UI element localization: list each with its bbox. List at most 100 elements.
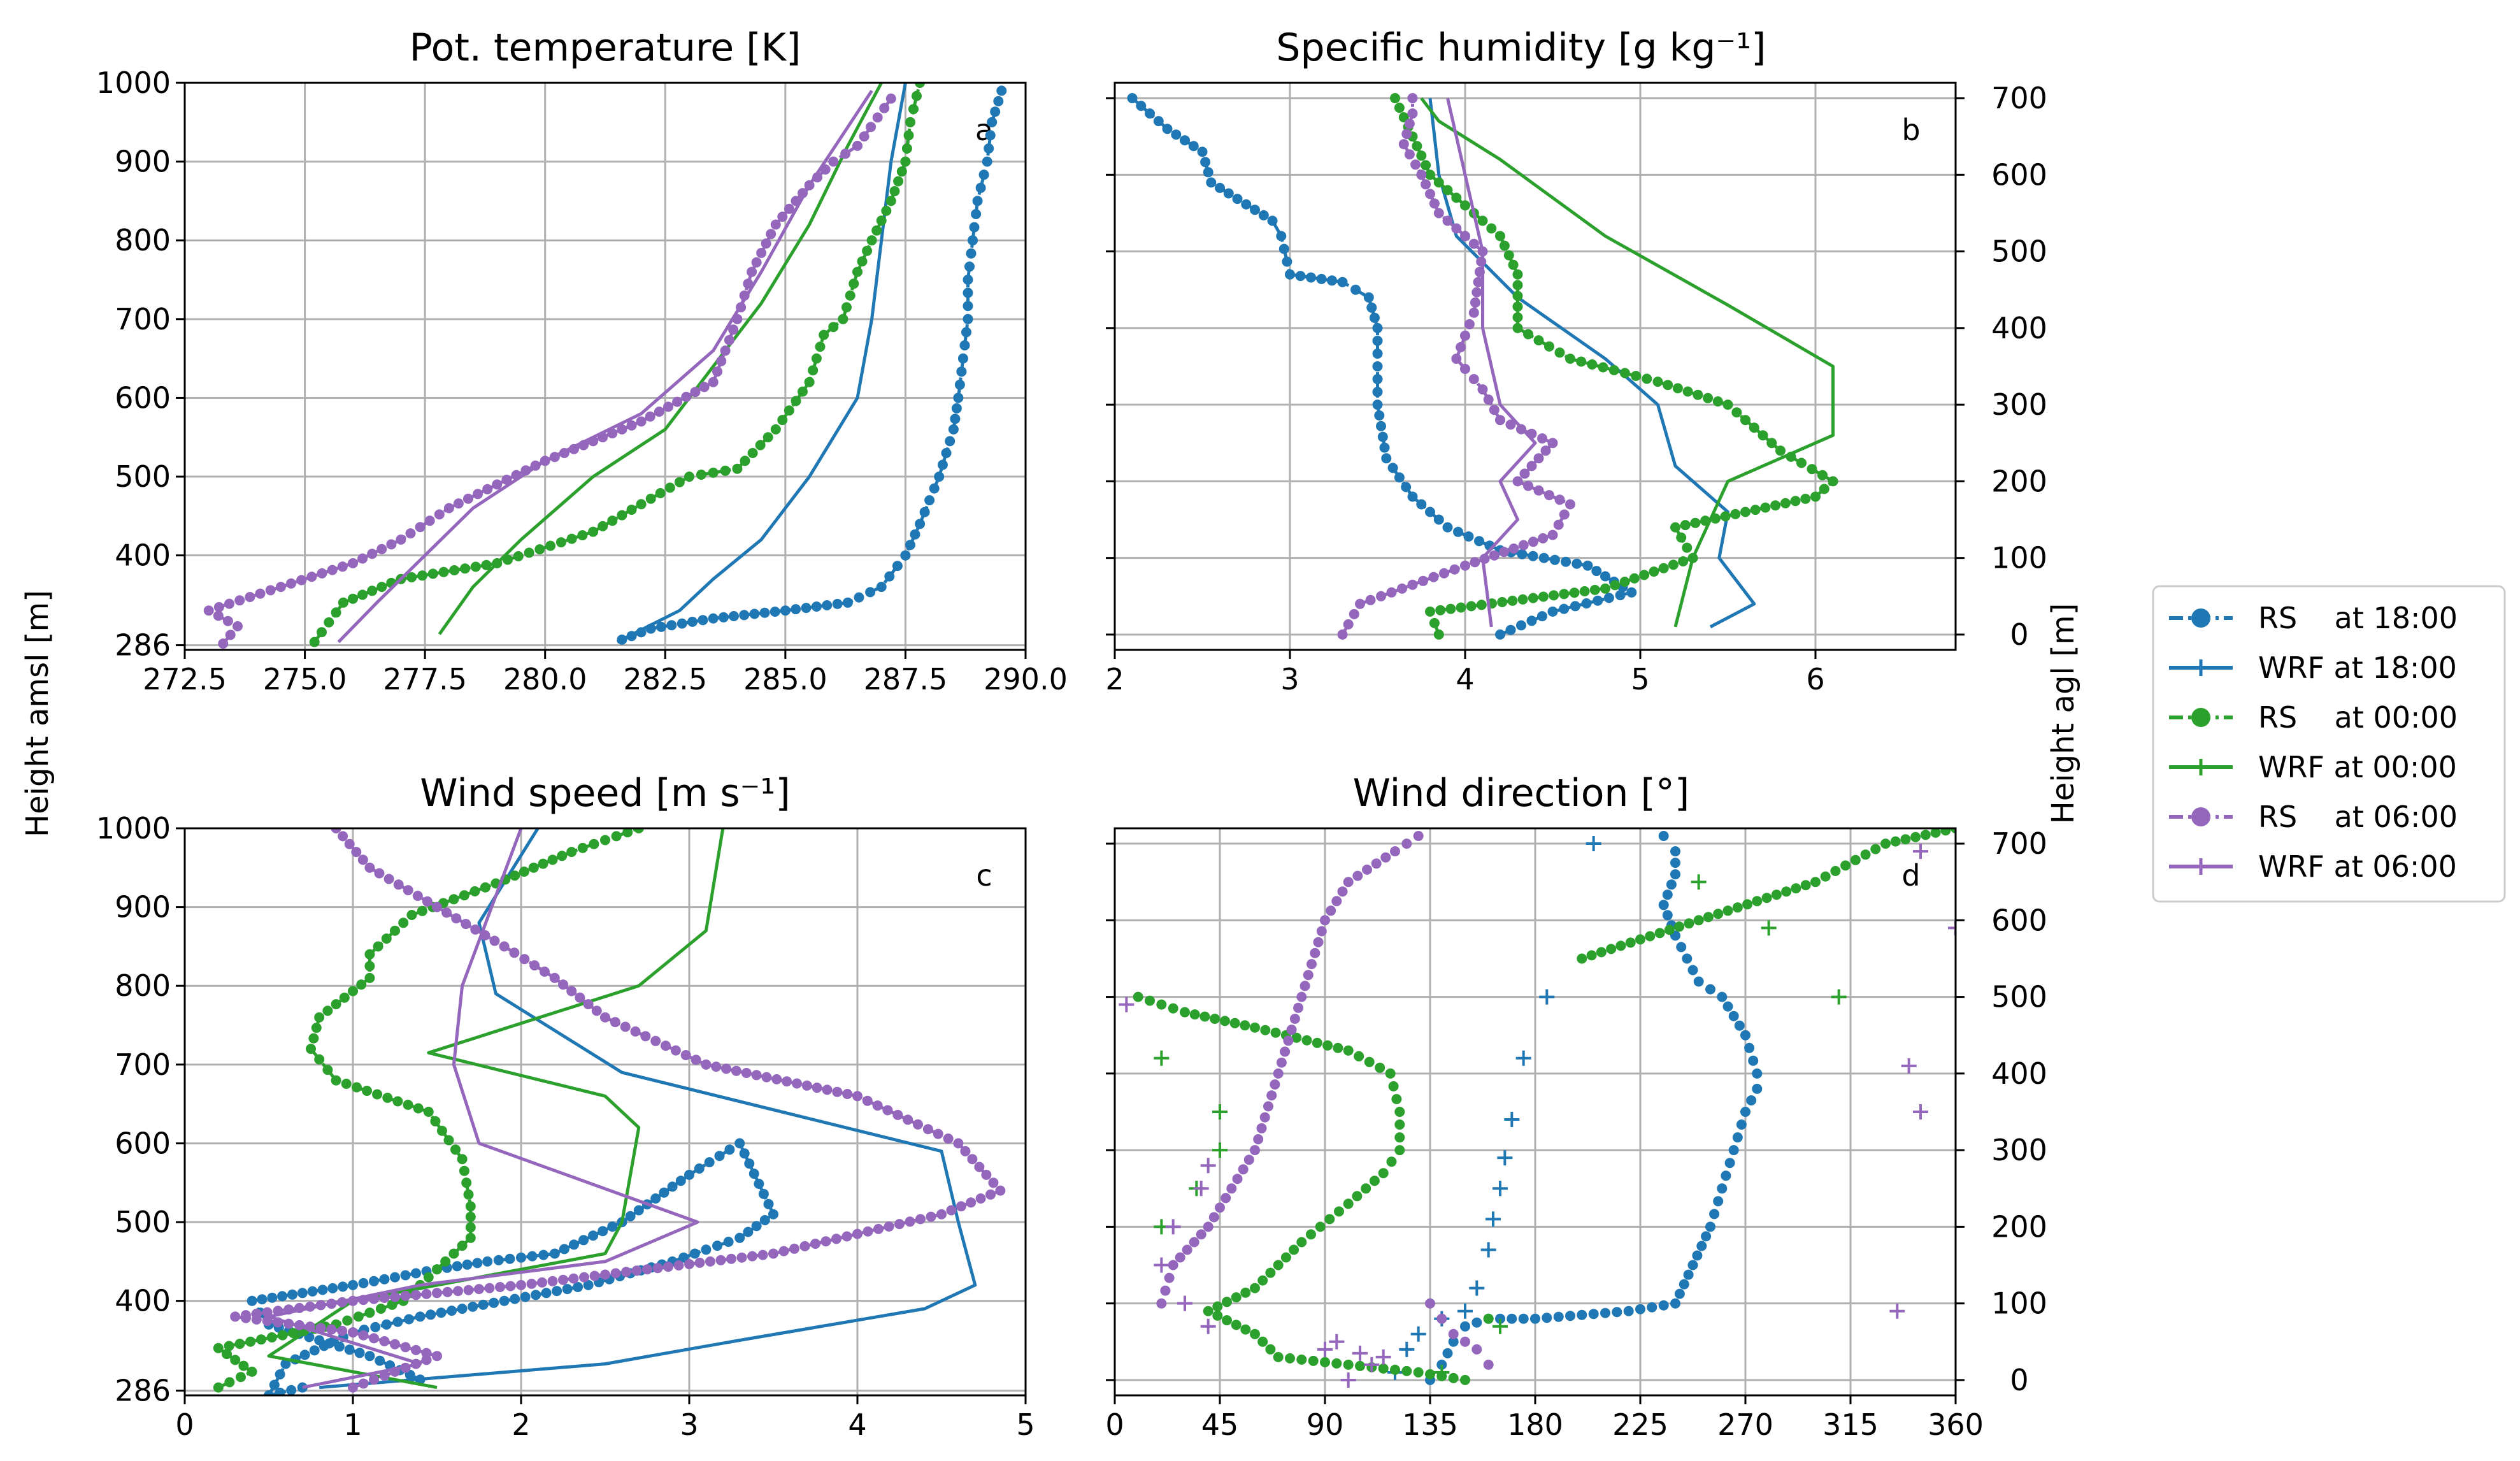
- panel-d-rs-at-00-00-point: [1394, 1107, 1405, 1117]
- panel-d-rs-at-00-00-point: [1250, 1283, 1260, 1293]
- panel-a-rs-at-06-00-point: [233, 621, 243, 631]
- panel-c-rs-at-06-00-point: [661, 1040, 671, 1051]
- panel-c-rs-at-06-00-point: [589, 1270, 600, 1281]
- panel-c-rs-at-18-00-point: [499, 1295, 510, 1306]
- panel-c-rs-at-06-00-point: [230, 1311, 241, 1322]
- panel-c-rs-at-18-00-point: [478, 1299, 489, 1310]
- panel-b-rs-at-18-00-point: [1570, 601, 1580, 612]
- panel-d-xtick-label: 225: [1612, 1407, 1668, 1442]
- panel-d-rs-at-00-00-point: [1742, 899, 1753, 910]
- panel-b-rs-at-06-00-point: [1376, 591, 1386, 601]
- panel-a-rs-at-06-00-point: [224, 598, 234, 609]
- panel-a-rs-at-18-00-point: [656, 621, 666, 632]
- panel-c-ytick-label: 286: [115, 1374, 171, 1408]
- panel-c-rs-at-06-00-point: [842, 1089, 853, 1099]
- panel-c-rs-at-06-00-point: [985, 1189, 996, 1200]
- panel-b-rs-at-06-00-point: [1538, 533, 1549, 543]
- panel-b-rs-at-06-00-point: [1460, 231, 1470, 241]
- panel-a-rs-at-00-00-point: [555, 537, 566, 548]
- panel-b-rs-at-18-00-point: [1505, 624, 1516, 635]
- panel-c-rs-at-00-00-point: [372, 1089, 383, 1100]
- panel-d-rs-at-18-00-point: [1670, 1298, 1680, 1309]
- panel-c-rs-at-06-00-point: [357, 854, 368, 865]
- panel-d-rs-at-00-00-point: [1257, 1275, 1268, 1286]
- panel-b-xtick-label: 6: [1806, 662, 1824, 696]
- panel-c-rs-at-18-00-point: [269, 1379, 280, 1390]
- panel-b-rs-at-00-00-point: [1780, 498, 1791, 508]
- panel-c-rs-at-18-00-point: [257, 1294, 268, 1305]
- panel-d-rs-at-00-00-point: [1222, 1315, 1232, 1326]
- panel-c-rs-at-06-00-point: [326, 1324, 337, 1335]
- panel-c-rs-at-18-00-point: [588, 1230, 599, 1241]
- panel-a-rs-at-06-00-point: [724, 335, 734, 345]
- panel-b-rs-at-18-00-point: [1285, 269, 1295, 280]
- panel-b-rs-at-00-00-point: [1682, 386, 1693, 397]
- panel-c-rs-at-00-00-point: [277, 1330, 288, 1341]
- panel-b-rs-at-00-00-point: [1598, 362, 1608, 373]
- panel-b-rs-at-18-00-point: [1394, 472, 1405, 483]
- panel-b-rs-at-00-00-point: [1690, 517, 1701, 528]
- panel-a-rs-at-06-00-point: [415, 522, 426, 533]
- panel-d-rs-at-00-00-point: [1870, 844, 1881, 854]
- panel-d-rs-at-00-00-point: [1315, 1221, 1326, 1232]
- panel-a-rs-at-18-00-point: [984, 143, 994, 154]
- panel-c-rs-at-06-00-point: [812, 1083, 822, 1093]
- panel-a-rs-at-18-00-point: [770, 607, 780, 617]
- panel-b-rs-at-00-00-point: [1460, 200, 1470, 211]
- panel-d-letter: d: [1901, 858, 1920, 893]
- panel-d-rs-at-00-00-point: [1312, 1037, 1322, 1048]
- panel-b-rs-at-06-00-point: [1404, 119, 1415, 129]
- panel-c-rs-at-18-00-point: [375, 1355, 385, 1366]
- panel-b-rs-at-00-00-point: [1722, 399, 1733, 410]
- panel-b-rs-at-06-00-point: [1456, 342, 1466, 352]
- panel-d-rs-at-06-00-point: [1250, 1145, 1260, 1156]
- panel-c-rs-at-06-00-point: [799, 1241, 810, 1251]
- panel-d-rs-at-00-00-point: [1355, 1360, 1365, 1371]
- panel-c-rs-at-00-00-point: [373, 941, 383, 952]
- panel-c-rs-at-18-00-point: [493, 1255, 504, 1265]
- panel-b-rs-at-00-00-point: [1512, 312, 1523, 322]
- panel-c-rs-at-00-00-point: [224, 1377, 235, 1388]
- panel-b-rs-at-06-00-point: [1349, 608, 1359, 619]
- panel-b-rs-at-18-00-point: [1350, 284, 1361, 295]
- panel-b-rs-at-06-00-point: [1547, 438, 1558, 449]
- panel-b-rs-at-18-00-point: [1571, 558, 1582, 569]
- panel-c-rs-at-00-00-point: [362, 1086, 372, 1096]
- panel-b-rs-at-00-00-point: [1649, 566, 1659, 577]
- panel-c-rs-at-06-00-point: [451, 913, 462, 924]
- panel-c-rs-at-06-00-point: [549, 972, 560, 983]
- panel-b-rs-at-06-00-point: [1449, 564, 1460, 575]
- panel-c-rs-at-06-00-point: [575, 992, 585, 1003]
- panel-b-rs-at-00-00-point: [1796, 457, 1807, 468]
- panel-a-xtick-label: 275.0: [263, 662, 347, 696]
- panel-c-rs-at-00-00-point: [633, 828, 644, 833]
- panel-b-rs-at-18-00-point: [1200, 157, 1211, 168]
- panel-b-rs-at-00-00-point: [1619, 368, 1630, 378]
- panel-b-rs-at-18-00-point: [1363, 292, 1374, 303]
- panel-d-xtick-label: 180: [1507, 1407, 1563, 1442]
- panel-d-rs-at-18-00-point: [1713, 1196, 1724, 1207]
- panel-a-rs-at-18-00-point: [953, 392, 964, 403]
- panel-d-rs-at-00-00-point: [1401, 1365, 1412, 1376]
- panel-b-rs-at-18-00-point: [1549, 554, 1560, 565]
- panel-d-rs-at-06-00-point: [1362, 864, 1372, 875]
- panel-d-rs-at-06-00-point: [1203, 1221, 1213, 1232]
- panel-c-rs-at-00-00-point: [589, 838, 599, 849]
- panel-b-ytick-label: 700: [1991, 81, 2047, 115]
- legend-label: RS at 06:00: [2258, 800, 2458, 834]
- panel-a-rs-at-06-00-point: [840, 148, 851, 159]
- panel-c-rs-at-06-00-point: [684, 1259, 694, 1269]
- panel-a-rs-at-06-00-point: [357, 553, 368, 564]
- panel-c-rs-at-18-00-point: [482, 1256, 493, 1267]
- panel-b-rs-at-00-00-point: [1508, 259, 1519, 270]
- panel-b-rs-at-00-00-point: [1477, 215, 1488, 226]
- panel-a-rs-at-18-00-point: [924, 495, 935, 506]
- panel-c-rs-at-06-00-point: [974, 1162, 985, 1172]
- panel-d-rs-at-06-00-point: [1276, 1057, 1287, 1068]
- panel-a-xtick-label: 285.0: [743, 662, 827, 696]
- panel-d-rs-at-18-00-point: [1436, 1359, 1447, 1370]
- panel-c-rs-at-00-00-point: [314, 1012, 325, 1023]
- panel-c-rs-at-00-00-point: [403, 1100, 413, 1110]
- panel-b-rs-at-18-00-point: [1327, 275, 1337, 286]
- panel-a-rs-at-18-00-point: [718, 612, 729, 623]
